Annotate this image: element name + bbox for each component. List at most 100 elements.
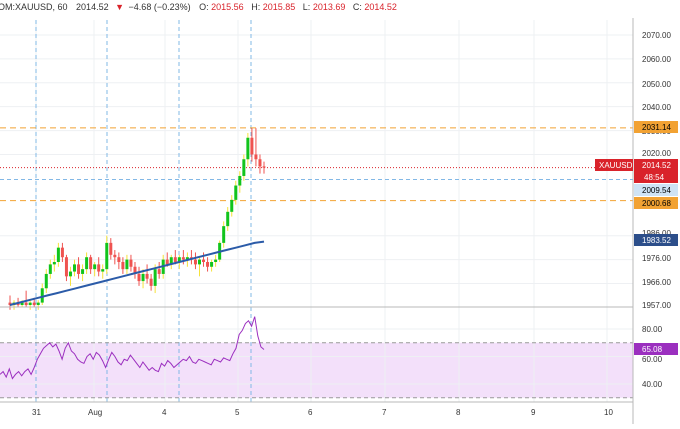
price-labels: 2031.14 XAUUSD 2014.52 48:54 2009.54 200… <box>595 121 678 246</box>
symbol-label: OM:XAUUSD, 60 <box>0 2 68 12</box>
time-tick: 10 <box>604 408 613 417</box>
candle-body <box>85 257 89 270</box>
candle-body <box>226 211 230 227</box>
price-tick: 2020.00 <box>642 149 671 158</box>
candle-body <box>117 257 121 262</box>
symbol-tag: XAUUSD <box>599 161 633 170</box>
candle-body <box>153 269 157 286</box>
candle-body <box>48 264 52 274</box>
rsi-band <box>0 342 633 398</box>
time-tick: 7 <box>382 408 387 417</box>
price-tick: 2040.00 <box>642 103 671 112</box>
candle-body <box>109 242 113 255</box>
candle-body <box>173 257 177 262</box>
open-label: O: <box>199 2 209 12</box>
price-tick: 1976.00 <box>642 254 671 263</box>
candle-body <box>169 257 173 265</box>
time-tick: 31 <box>32 408 41 417</box>
rsi-layer <box>0 316 633 399</box>
candle-body <box>60 247 64 258</box>
candle-body <box>40 288 44 303</box>
countdown-label: 48:54 <box>644 173 665 182</box>
rsi-axis[interactable]: 80.00 60.00 40.00 65.08 <box>634 325 678 389</box>
candle-body <box>234 185 238 200</box>
candle-body <box>64 257 68 277</box>
price-tick: 1957.00 <box>642 301 671 310</box>
candle-body <box>254 154 258 160</box>
candle-body <box>202 259 206 262</box>
time-axis[interactable]: 31 Aug 4 5 6 7 8 9 10 <box>32 408 613 417</box>
candle-body <box>185 257 189 260</box>
candle-body <box>210 261 214 267</box>
candle-body <box>121 261 125 270</box>
rsi-line <box>0 316 265 380</box>
candle-body <box>238 175 242 186</box>
candle-body <box>230 199 234 212</box>
open-value: 2015.56 <box>211 2 244 12</box>
last-price-label-bg <box>634 159 678 171</box>
candle-body <box>197 259 201 265</box>
candle-body <box>113 254 117 258</box>
candle-body <box>73 264 77 272</box>
price-tick: 2050.00 <box>642 80 671 89</box>
level-low-label: 2000.68 <box>642 199 671 208</box>
time-tick: 5 <box>235 408 240 417</box>
symbol-legend[interactable]: OM:XAUUSD, 60 2014.52 ▼ −4.68 (−0.23%) O… <box>0 2 397 12</box>
level-high-label: 2031.14 <box>642 123 671 132</box>
candle-body <box>77 264 81 274</box>
candle-body <box>177 257 181 262</box>
candle-body <box>141 273 145 282</box>
close-label: C: <box>353 2 362 12</box>
candle-body <box>44 273 48 289</box>
candle-body <box>20 302 24 305</box>
ma-layer <box>9 240 265 306</box>
candle-body <box>258 159 262 167</box>
time-tick: 8 <box>456 408 461 417</box>
candle-body <box>125 259 129 270</box>
low-label: L: <box>303 2 311 12</box>
candle-body <box>145 273 149 279</box>
candle-body <box>222 226 226 243</box>
high-label: H: <box>251 2 260 12</box>
candle-body <box>56 247 60 262</box>
price-tick: 2060.00 <box>642 55 671 64</box>
ma-label-bg <box>634 234 678 246</box>
candle-body <box>250 137 254 155</box>
candle-body <box>149 278 153 286</box>
level-low-label-bg <box>634 197 678 209</box>
candle-body <box>165 259 169 265</box>
candle-body <box>105 242 109 270</box>
time-tick: Aug <box>88 408 102 417</box>
candle-body <box>137 273 141 282</box>
candle-body <box>97 264 101 272</box>
rsi-tick: 80.00 <box>642 325 663 334</box>
price-tick: 2070.00 <box>642 31 671 40</box>
rsi-value-label: 65.08 <box>642 345 663 354</box>
candle-body <box>32 302 36 305</box>
level-high-label-bg <box>634 121 678 133</box>
candle-body <box>81 269 85 274</box>
rsi-tick: 40.00 <box>642 380 663 389</box>
candle-body <box>206 261 210 267</box>
down-arrow-icon: ▼ <box>115 2 124 12</box>
candle-body <box>246 137 250 160</box>
levels-layer <box>0 127 633 202</box>
candle-body <box>68 271 72 277</box>
symbol-tag-bg <box>595 159 633 171</box>
countdown-label-bg <box>634 171 678 183</box>
price-change: −4.68 (−0.23%) <box>129 2 191 12</box>
rsi-tick: 60.00 <box>642 355 663 364</box>
rsi-value-label-bg <box>634 343 678 355</box>
candle-body <box>93 264 97 270</box>
high-value: 2015.85 <box>263 2 296 12</box>
candle-body <box>157 269 161 274</box>
low-value: 2013.69 <box>313 2 346 12</box>
close-value: 2014.52 <box>364 2 397 12</box>
candle-body <box>36 302 40 305</box>
last-price-label: 2014.52 <box>642 161 671 170</box>
candle-body <box>24 302 28 305</box>
price-tick: 1986.00 <box>642 229 671 238</box>
time-tick: 4 <box>162 408 167 417</box>
blue-level-label-bg <box>634 184 678 196</box>
